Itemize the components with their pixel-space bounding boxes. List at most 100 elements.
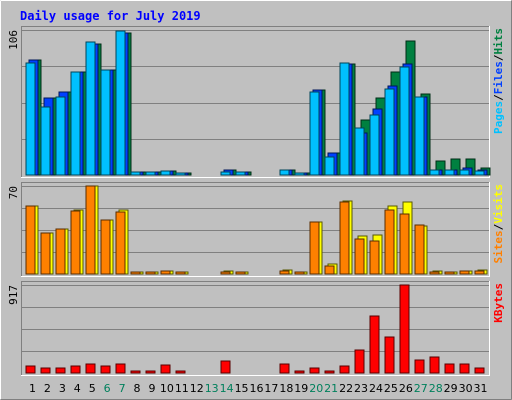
x-tick-label: 23 bbox=[354, 382, 368, 395]
bar-pages-day-24 bbox=[369, 114, 380, 176]
bar-pages-day-30 bbox=[459, 169, 470, 176]
bar-kbytes-day-1 bbox=[25, 365, 36, 374]
bar-kbytes-day-18 bbox=[279, 363, 290, 374]
legend-item-kbytes: KBytes bbox=[492, 283, 505, 323]
x-tick-label: 6 bbox=[104, 382, 111, 395]
x-tick-label: 2 bbox=[44, 382, 51, 395]
bar-pages-day-19 bbox=[294, 172, 305, 176]
bar-kbytes-day-23 bbox=[354, 349, 365, 374]
x-tick-label: 10 bbox=[160, 382, 174, 395]
x-tick-label: 15 bbox=[235, 382, 249, 395]
bar-pages-day-22 bbox=[339, 62, 350, 176]
legend-item-visits: Visits bbox=[492, 184, 505, 224]
x-tick-label: 30 bbox=[459, 382, 473, 395]
bar-sites-day-20 bbox=[309, 221, 320, 275]
bar-sites-day-29 bbox=[444, 271, 455, 275]
x-tick-label: 24 bbox=[369, 382, 383, 395]
bar-sites-day-24 bbox=[369, 240, 380, 275]
bar-kbytes-day-3 bbox=[55, 367, 66, 374]
x-tick-label: 7 bbox=[119, 382, 126, 395]
x-tick-label: 19 bbox=[294, 382, 308, 395]
bar-kbytes-day-6 bbox=[100, 365, 111, 374]
bar-pages-day-2 bbox=[40, 106, 51, 176]
bar-sites-day-5 bbox=[85, 185, 96, 275]
x-tick-label: 8 bbox=[134, 382, 141, 395]
x-tick-label: 31 bbox=[474, 382, 488, 395]
bar-kbytes-day-19 bbox=[294, 370, 305, 374]
bar-pages-day-11 bbox=[175, 172, 186, 176]
x-tick-label: 27 bbox=[414, 382, 428, 395]
bar-kbytes-day-20 bbox=[309, 367, 320, 374]
bar-pages-day-9 bbox=[145, 171, 156, 176]
legend-separator: / bbox=[492, 94, 505, 101]
bar-sites-day-28 bbox=[429, 271, 440, 275]
bar-kbytes-day-5 bbox=[85, 363, 96, 374]
legend-item-sites: Sites bbox=[492, 230, 505, 263]
bar-kbytes-day-9 bbox=[145, 370, 156, 374]
bar-kbytes-day-14 bbox=[220, 360, 231, 374]
bar-sites-day-3 bbox=[55, 228, 66, 275]
legend-separator: / bbox=[492, 54, 505, 61]
y-max-label: 70 bbox=[7, 186, 20, 199]
bar-pages-day-1 bbox=[25, 62, 36, 176]
x-tick-label: 9 bbox=[148, 382, 155, 395]
bar-sites-day-22 bbox=[339, 201, 350, 275]
x-tick-label: 1 bbox=[29, 382, 36, 395]
x-tick-label: 18 bbox=[279, 382, 293, 395]
legend-item-pages: Pages bbox=[492, 101, 505, 134]
panel-area bbox=[21, 281, 490, 376]
bar-pages-day-25 bbox=[384, 88, 395, 176]
bar-sites-day-9 bbox=[145, 271, 156, 275]
panel-sites-visits: 70 Sites/Visits bbox=[7, 182, 505, 277]
bar-pages-day-7 bbox=[115, 30, 126, 176]
x-tick-label: 3 bbox=[59, 382, 66, 395]
bar-sites-day-18 bbox=[279, 270, 290, 275]
bar-sites-day-6 bbox=[100, 219, 111, 275]
bar-sites-day-23 bbox=[354, 238, 365, 275]
bar-sites-day-26 bbox=[399, 213, 410, 275]
x-tick-label: 25 bbox=[384, 382, 398, 395]
x-tick-label: 17 bbox=[264, 382, 278, 395]
bar-kbytes-day-27 bbox=[414, 359, 425, 374]
x-tick-label: 4 bbox=[74, 382, 81, 395]
panel-kbytes: 917 KBytes bbox=[7, 281, 505, 376]
bar-kbytes-day-21 bbox=[324, 370, 335, 374]
bar-kbytes-day-2 bbox=[40, 367, 51, 374]
legend-item-files: Files bbox=[492, 61, 505, 94]
bar-sites-day-27 bbox=[414, 224, 425, 275]
legend: Sites/Visits bbox=[492, 184, 505, 264]
bar-sites-day-4 bbox=[70, 210, 81, 275]
bar-pages-day-14 bbox=[220, 171, 231, 176]
bar-sites-day-11 bbox=[175, 271, 186, 275]
bar-kbytes-day-30 bbox=[459, 363, 470, 374]
bar-kbytes-day-25 bbox=[384, 336, 395, 374]
bar-sites-day-30 bbox=[459, 270, 470, 275]
bar-pages-day-28 bbox=[429, 169, 440, 176]
x-tick-label: 12 bbox=[190, 382, 204, 395]
bar-pages-day-20 bbox=[309, 91, 320, 176]
bar-kbytes-day-11 bbox=[175, 370, 186, 374]
legend: Pages/Files/Hits bbox=[492, 28, 505, 134]
bar-sites-day-25 bbox=[384, 209, 395, 275]
bar-kbytes-day-22 bbox=[339, 365, 350, 374]
chart-title: Daily usage for July 2019 bbox=[20, 9, 201, 23]
bar-kbytes-day-24 bbox=[369, 315, 380, 374]
bar-sites-day-7 bbox=[115, 211, 126, 275]
x-tick-label: 20 bbox=[309, 382, 323, 395]
legend: KBytes bbox=[492, 283, 505, 323]
bar-sites-day-10 bbox=[160, 270, 171, 275]
x-tick-label: 16 bbox=[250, 382, 264, 395]
bar-pages-day-23 bbox=[354, 127, 365, 176]
bar-kbytes-day-29 bbox=[444, 363, 455, 374]
x-tick-label: 5 bbox=[89, 382, 96, 395]
x-tick-label: 14 bbox=[220, 382, 234, 395]
bar-pages-day-6 bbox=[100, 69, 111, 176]
bar-kbytes-day-7 bbox=[115, 363, 126, 374]
x-tick-label: 26 bbox=[399, 382, 413, 395]
bar-pages-day-18 bbox=[279, 169, 290, 176]
bar-pages-day-10 bbox=[160, 170, 171, 176]
bar-sites-day-21 bbox=[324, 265, 335, 275]
bar-pages-day-26 bbox=[399, 66, 410, 176]
